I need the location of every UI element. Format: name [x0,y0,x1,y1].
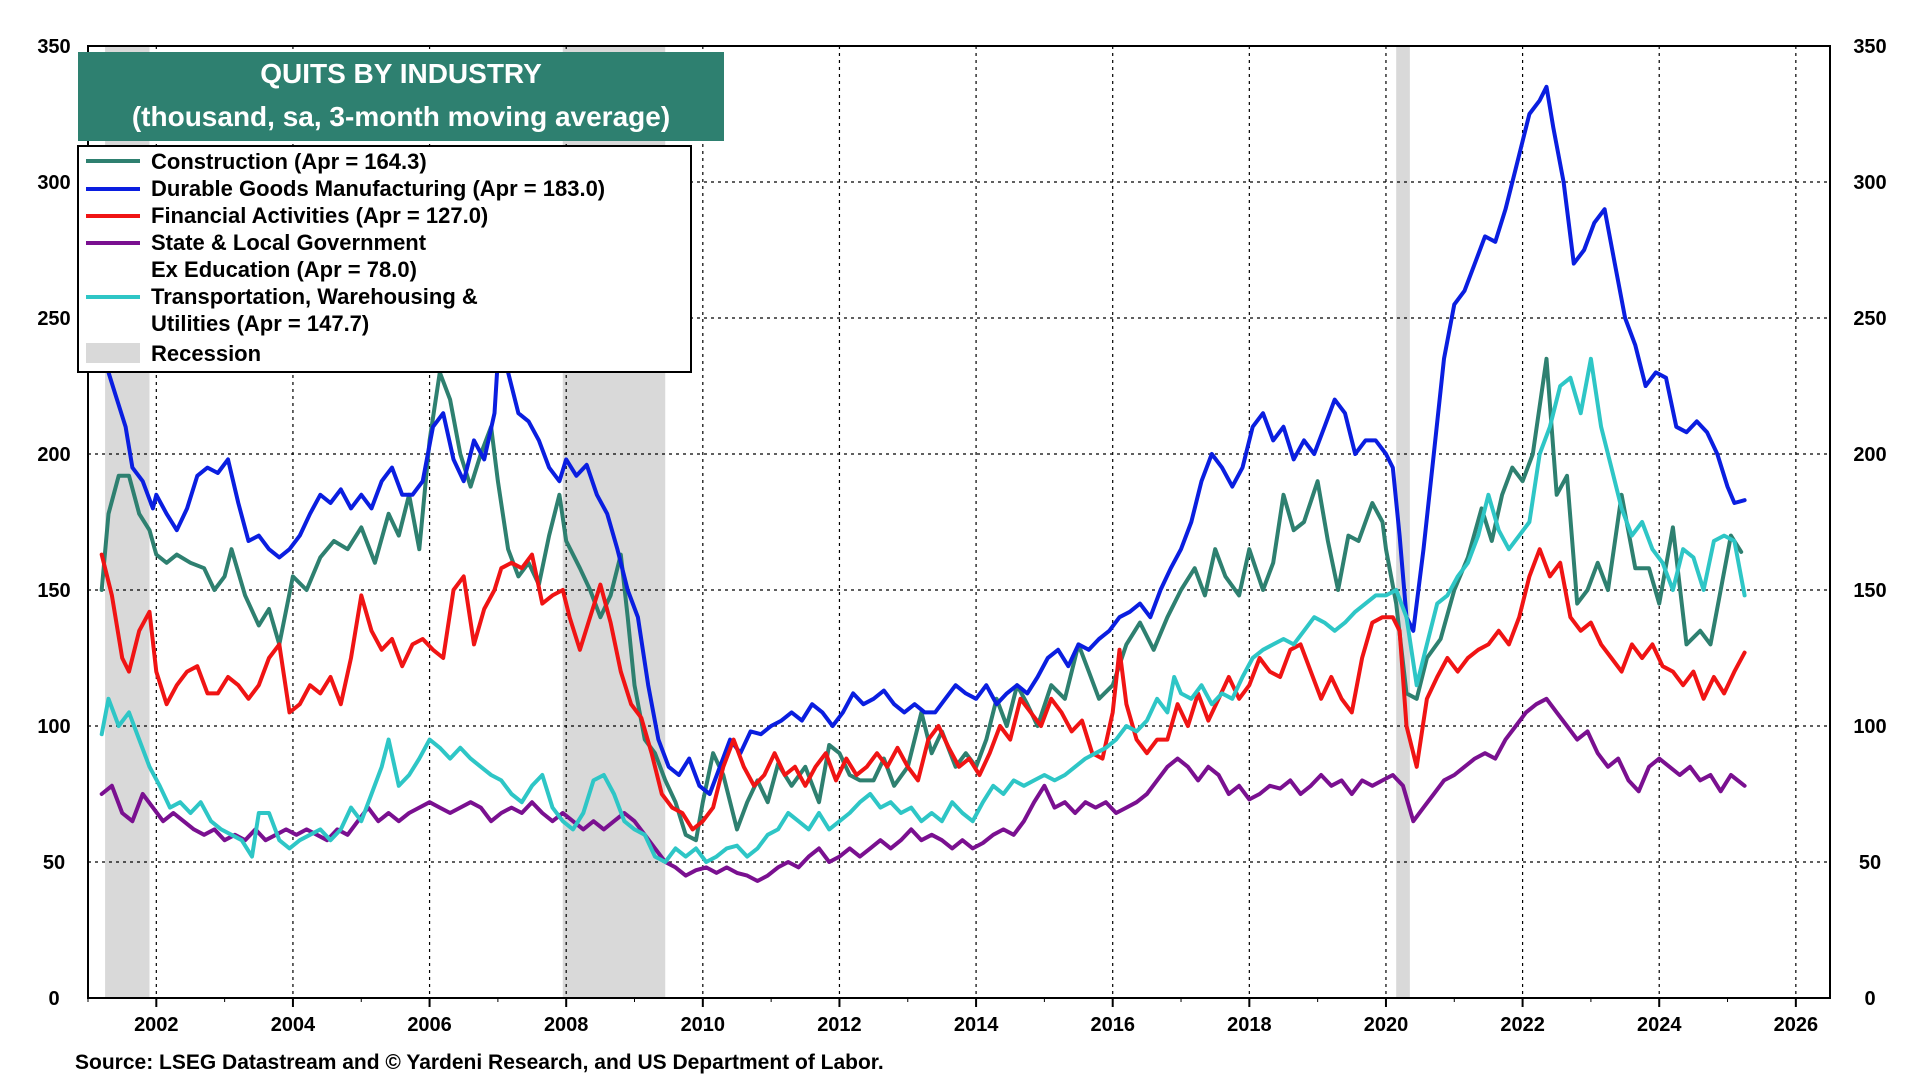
x-tick-label-4: 2010 [681,1014,726,1036]
y-tick-label-right-1: 50 [1859,852,1881,874]
legend-label-state-local: State & Local Government [151,230,427,255]
x-tick-label-6: 2014 [954,1014,999,1036]
y-tick-label-right-4: 200 [1853,444,1886,466]
y-tick-label-left-0: 0 [48,988,59,1010]
x-tick-label-5: 2012 [817,1014,862,1036]
legend-box [77,145,692,373]
x-tick-label-12: 2026 [1774,1014,1819,1036]
y-tick-label-right-5: 250 [1853,308,1886,330]
plot-frame [87,45,1831,999]
legend-label-durable-goods: Durable Goods Manufacturing (Apr = 183.0… [151,176,605,201]
legend-label-state-local-line2: Ex Education (Apr = 78.0) [151,257,417,282]
y-tick-label-left-6: 300 [37,172,70,194]
title-box: QUITS BY INDUSTRY (thousand, sa, 3-month… [78,52,724,141]
y-tick-label-right-6: 300 [1853,172,1886,194]
x-tick-label-3: 2008 [544,1014,589,1036]
series-line-3 [99,696,1747,883]
x-tick-label-11: 2024 [1637,1014,1682,1036]
series-line-1 [106,84,1747,796]
legend: Construction (Apr = 164.3) Durable Goods… [77,145,692,373]
y-tick-label-left-5: 250 [37,308,70,330]
source-note: Source: LSEG Datastream and © Yardeni Re… [75,1051,884,1074]
series-line-4 [99,356,1747,864]
y-tick-label-left-4: 200 [37,444,70,466]
x-tick-label-10: 2022 [1500,1014,1545,1036]
legend-label-recession: Recession [151,341,261,366]
chart-subtitle: (thousand, sa, 3-month moving average) [132,101,670,132]
series-line-0 [99,356,1744,843]
y-axis: 0 0 50 50 100 100 150 150 200 200 250 250 300 300 350 3… [37,36,1886,1010]
series-lines [99,84,1747,883]
y-tick-label-left-7: 350 [37,36,70,58]
y-tick-label-right-7: 350 [1853,36,1886,58]
y-tick-label-right-2: 100 [1853,716,1886,738]
x-tick-label-2: 2006 [407,1014,452,1036]
y-tick-label-right-3: 150 [1853,580,1886,602]
y-tick-label-left-1: 50 [43,852,65,874]
recession-band-2 [1396,46,1410,998]
chart-title: QUITS BY INDUSTRY [260,58,542,89]
series-line-2 [99,547,1747,832]
title-background [78,52,724,141]
x-tick-label-9: 2020 [1364,1014,1409,1036]
y-tick-label-left-3: 150 [37,580,70,602]
x-tick-label-7: 2016 [1090,1014,1135,1036]
x-tick-label-8: 2018 [1227,1014,1272,1036]
legend-swatch-recession [86,343,140,363]
x-axis: 2002 2004 2006 2008 2010 2012 2014 2016 2018 2020… [87,998,1819,1036]
y-tick-label-right-0: 0 [1864,988,1875,1010]
y-tick-label-left-2: 100 [37,716,70,738]
x-tick-label-1: 2004 [271,1014,316,1036]
legend-label-transportation-line2: Utilities (Apr = 147.7) [151,311,369,336]
legend-label-transportation: Transportation, Warehousing & [151,284,478,309]
x-tick-label-0: 2002 [134,1014,179,1036]
legend-label-construction: Construction (Apr = 164.3) [151,149,427,174]
legend-label-financial: Financial Activities (Apr = 127.0) [151,203,488,228]
